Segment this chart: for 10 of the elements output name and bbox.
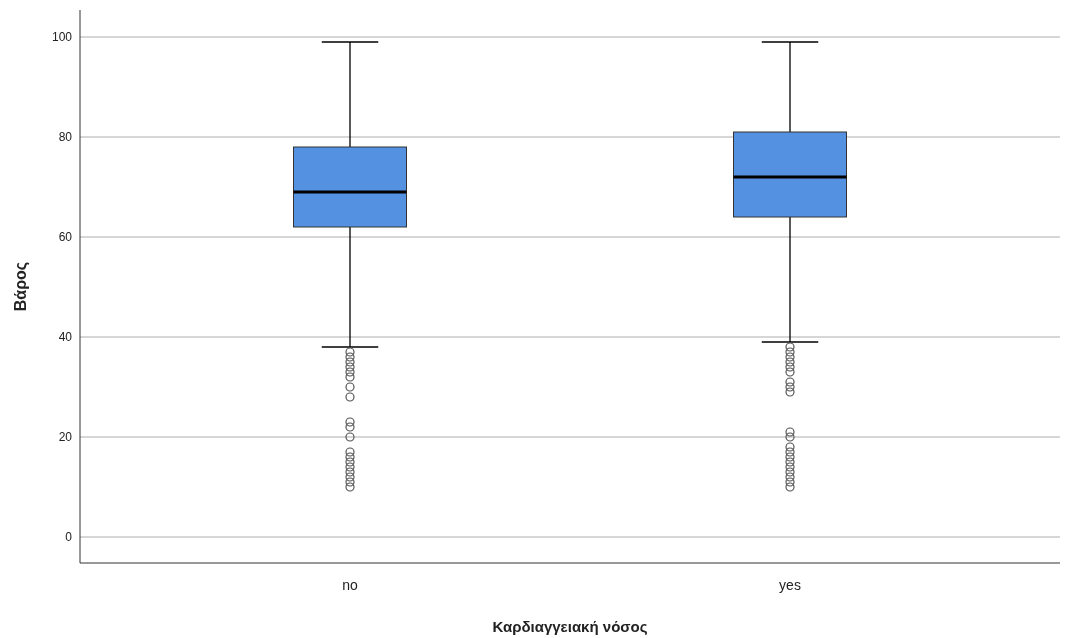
y-tick-label: 60 xyxy=(58,230,73,245)
x-axis-title: Καρδιαγγειακή νόσος xyxy=(492,618,648,635)
x-tick-label: yes xyxy=(779,577,801,593)
y-tick-label: 100 xyxy=(51,30,73,45)
y-tick-label: 20 xyxy=(58,430,73,445)
y-tick-label: 40 xyxy=(58,330,73,345)
y-tick-label: 0 xyxy=(65,530,73,545)
y-tick-label: 80 xyxy=(58,130,73,145)
y-axis-title: Βάρος xyxy=(12,261,30,312)
x-tick-label: no xyxy=(342,577,358,593)
